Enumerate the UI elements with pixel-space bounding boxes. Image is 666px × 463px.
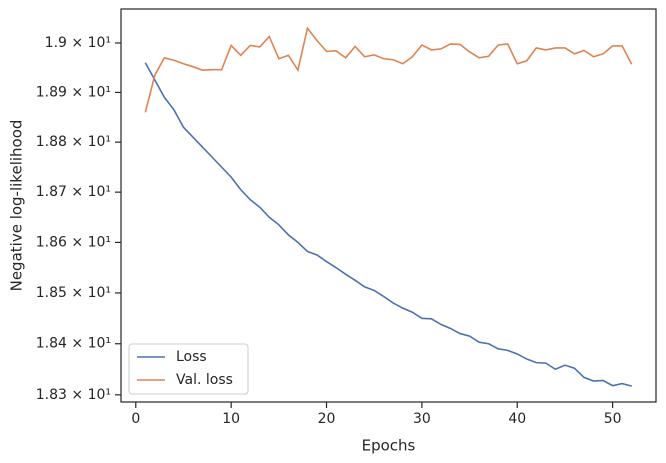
y-tick-label: 1.86 × 10¹ [36, 234, 111, 250]
line-series [144, 62, 632, 387]
legend-label: Loss [176, 349, 207, 365]
x-tick-label: 0 [131, 411, 140, 427]
y-tick-label: 1.88 × 10¹ [36, 134, 111, 150]
x-tick-label: 20 [318, 411, 336, 427]
y-tick-label: 1.84 × 10¹ [36, 336, 111, 352]
y-tick-label: 1.85 × 10¹ [36, 285, 111, 301]
x-axis-label: Epochs [362, 437, 416, 455]
y-tick-label: 1.83 × 10¹ [36, 387, 111, 403]
y-axis-label: Negative log-likelihood [8, 120, 26, 292]
x-tick-label: 10 [222, 411, 240, 427]
y-tick-label: 1.87 × 10¹ [36, 184, 111, 200]
legend-label: Val. loss [176, 372, 233, 388]
line-series [144, 26, 633, 113]
plot-frame [120, 8, 657, 403]
x-tick-label: 30 [413, 411, 431, 427]
y-tick-label: 1.9 × 10¹ [45, 35, 111, 51]
legend: Loss Val. loss [128, 343, 249, 395]
y-tick-label: 1.89 × 10¹ [36, 84, 111, 100]
x-tick-label: 40 [508, 411, 526, 427]
x-tick-label: 50 [604, 411, 622, 427]
